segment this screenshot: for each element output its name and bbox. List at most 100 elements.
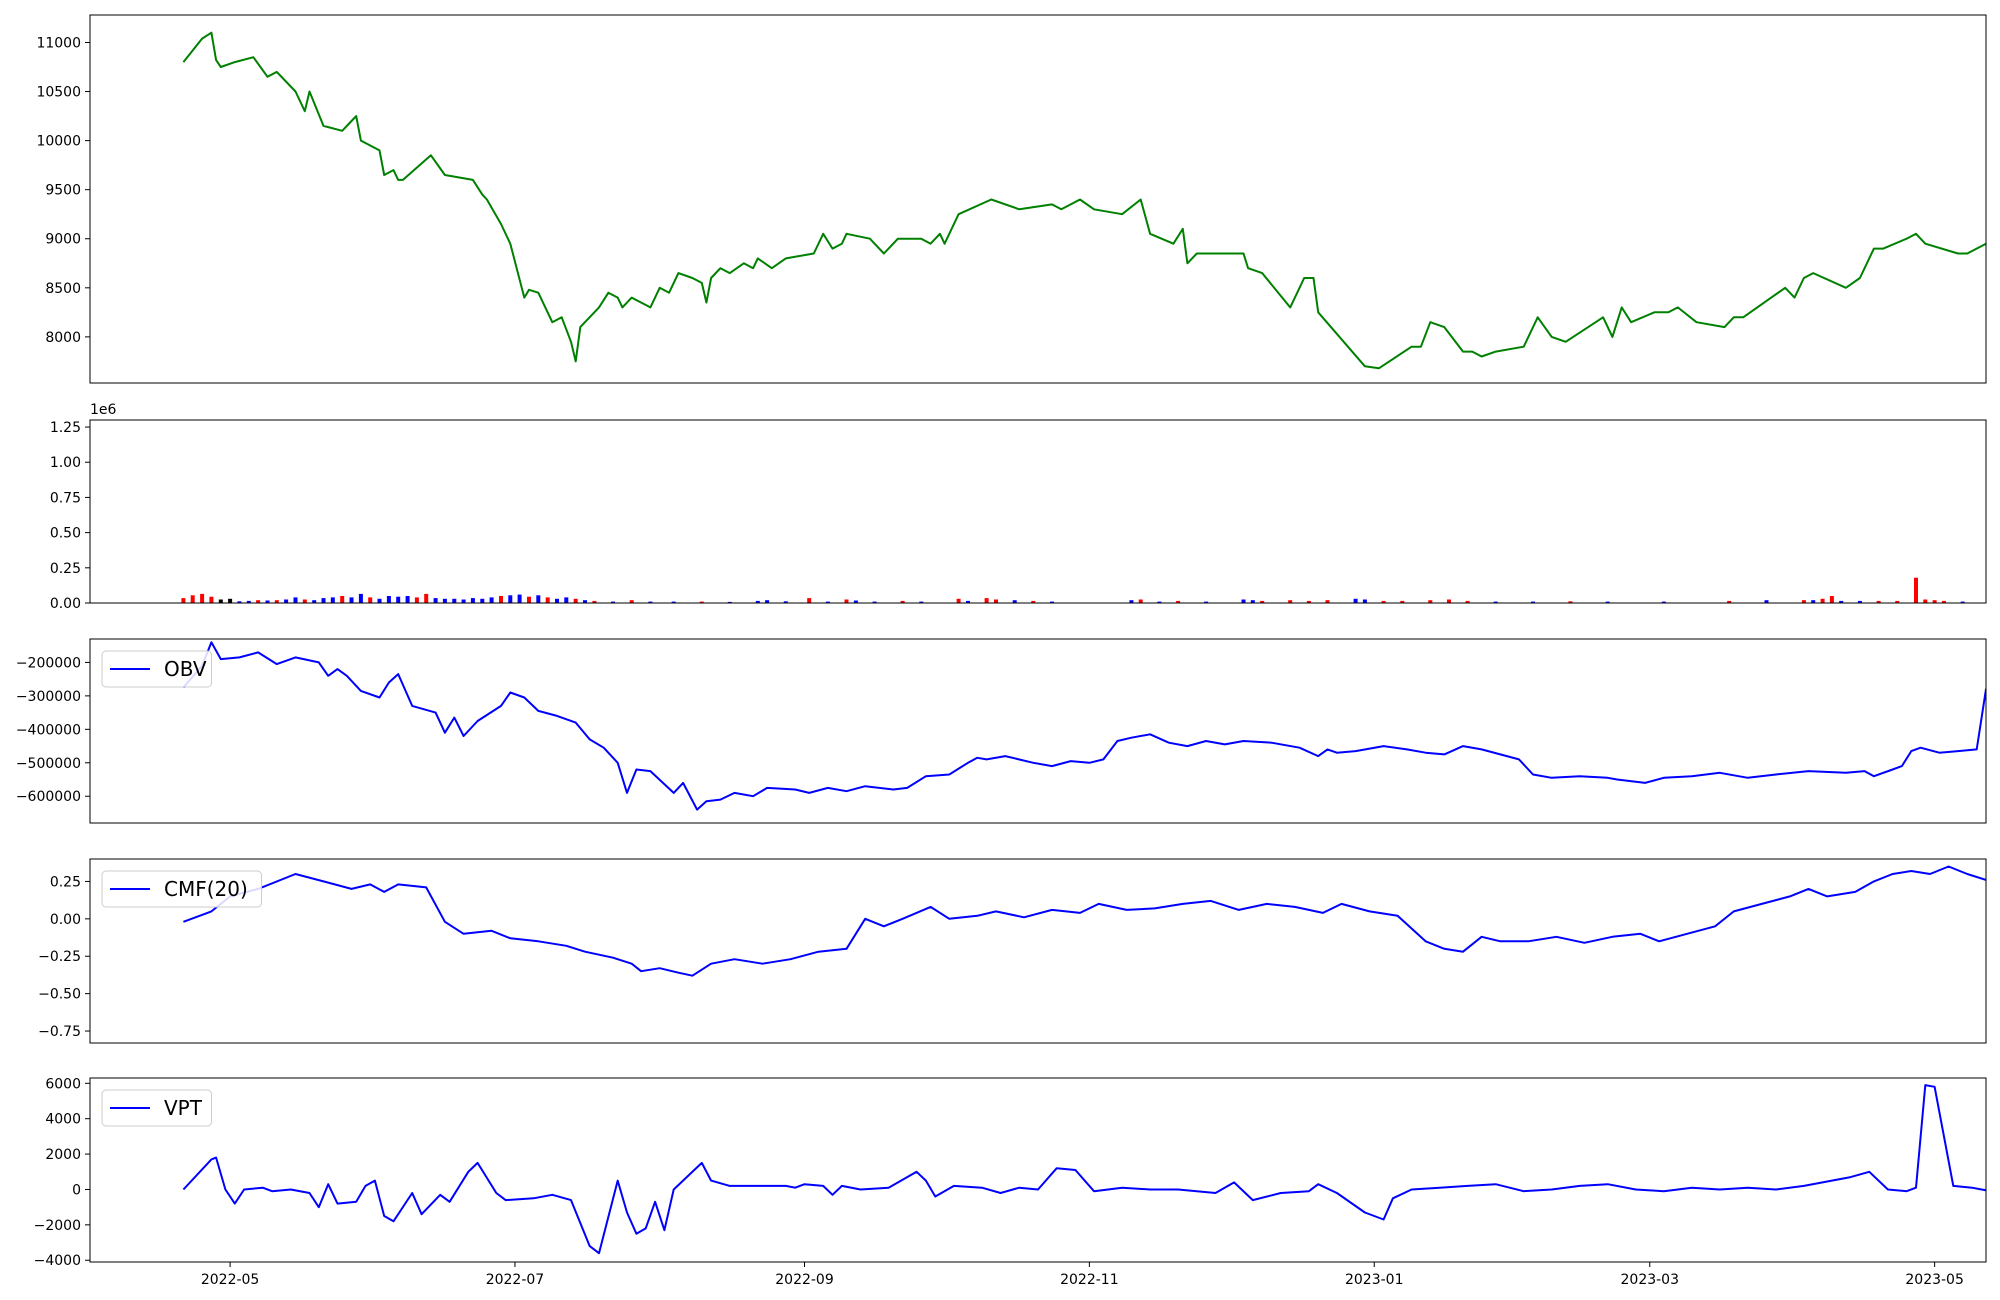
cmf-legend-box (101, 870, 262, 908)
volume-bar (1447, 599, 1451, 603)
obv-legend-label: OBV (164, 657, 207, 681)
volume-bar (984, 598, 989, 603)
volume-bar (228, 598, 233, 603)
obv-y-tick-label: −300000 (16, 689, 81, 705)
volume-bar (442, 598, 447, 603)
volume-bar (312, 600, 317, 603)
volume-bar (1325, 600, 1330, 603)
volume-bar (1895, 600, 1900, 603)
vpt-legend: VPT (101, 1089, 212, 1127)
volume-bar (994, 599, 998, 603)
volume-bar (499, 596, 503, 603)
volume-bar (284, 599, 289, 603)
vpt-y-tick-label: 6000 (45, 1076, 81, 1092)
volume-axes-frame (89, 419, 1987, 604)
volume-bar (209, 596, 214, 603)
volume-bar (470, 598, 475, 603)
volume-bar (1493, 601, 1498, 603)
volume-bar (1811, 600, 1816, 603)
volume-bar (564, 597, 569, 603)
volume-bar (919, 601, 924, 603)
volume-bar (536, 595, 541, 603)
volume-bar (405, 596, 410, 603)
panel-price: 8000 8500 9000 9500 10000 10500 11000 (36, 14, 1987, 384)
vpt-y-tick-label: 0 (72, 1182, 81, 1198)
price-series (182, 31, 1986, 370)
volume-bar (461, 599, 466, 603)
volume-bar (1138, 599, 1143, 603)
volume-bar (1260, 600, 1265, 603)
volume-bar (358, 593, 363, 603)
obv-line (182, 641, 1986, 811)
volume-bar (424, 593, 429, 603)
volume-bar (489, 597, 494, 603)
vpt-legend-box (101, 1089, 212, 1127)
volume-bar (527, 596, 531, 603)
volume-bar (1801, 600, 1806, 603)
price-axes-frame (89, 14, 1987, 384)
volume-offset-label: 1e6 (90, 402, 117, 418)
volume-bar (1129, 600, 1134, 603)
volume-bar (293, 597, 298, 603)
vpt-y-tick-label: 2000 (45, 1147, 81, 1163)
x-tick-label: 2022-05 (201, 1272, 260, 1288)
volume-bar (1876, 600, 1881, 603)
volume-bar (592, 600, 597, 603)
volume-y-tick-label: 1.00 (50, 455, 81, 471)
price-y-tick-label: 8500 (45, 281, 81, 297)
volume-bar (1204, 601, 1209, 603)
volume-bar (508, 595, 513, 603)
volume-bar (1012, 600, 1017, 603)
volume-bar (783, 601, 788, 603)
cmf-line (183, 865, 1986, 977)
volume-bar (807, 598, 812, 603)
cmf-series (183, 865, 1986, 977)
volume-bar (265, 600, 270, 603)
volume-bar (368, 597, 373, 603)
volume-bar (1829, 596, 1834, 603)
volume-bar (1288, 600, 1293, 603)
volume-bar (671, 601, 676, 603)
volume-bar (1428, 600, 1433, 603)
panel-volume: 0.00 0.25 0.50 0.75 1.00 1.25 1e6 (50, 402, 1987, 612)
volume-bar (1914, 577, 1918, 603)
volume-bar (1250, 600, 1255, 603)
volume-bar (825, 601, 830, 603)
obv-y-tick-label: −400000 (16, 722, 81, 738)
volume-bar (1531, 601, 1535, 603)
volume-bar (900, 600, 905, 603)
volume-bar (1820, 598, 1825, 603)
volume-y-tick-label: 0.75 (50, 490, 81, 506)
cmf-y-tick-label: −0.50 (38, 987, 81, 1003)
volume-y-tick-label: 0.00 (50, 596, 81, 612)
panels: 80008500900095001000010500110000.000.250… (16, 14, 1987, 1269)
x-tick-label: 2023-05 (1905, 1272, 1964, 1288)
volume-bar (414, 597, 419, 603)
volume-bar (1176, 600, 1181, 603)
shared-x-axis: 2022-05 2022-07 2022-09 2022-11 2023-01 2023-… (201, 1262, 1964, 1288)
volume-bar (573, 598, 578, 603)
panel-vpt: −4000 −2000 0 2000 4000 6000 VPT (34, 1076, 1987, 1269)
cmf-legend-label: CMF(20) (164, 877, 248, 901)
vpt-axes-frame (89, 1077, 1987, 1263)
x-tick-label: 2022-09 (775, 1272, 834, 1288)
volume-bar (1306, 600, 1311, 603)
price-y-tick-label: 8000 (45, 330, 81, 346)
volume-bar (1050, 601, 1054, 603)
volume-bar (966, 600, 970, 603)
price-y-tick-label: 10000 (36, 134, 81, 150)
panel-cmf: −0.75 −0.50 −0.25 0.00 0.25 CMF(20) (38, 858, 1987, 1044)
volume-bar (583, 600, 587, 603)
volume-bar (1465, 600, 1470, 603)
volume-bar (302, 599, 307, 603)
obv-series (182, 641, 1986, 811)
volume-bar (853, 600, 858, 603)
price-y-tick-label: 9000 (45, 232, 81, 248)
volume-bar (1942, 600, 1946, 603)
x-tick-label: 2023-01 (1345, 1272, 1404, 1288)
cmf-y-tick-label: 0.00 (50, 912, 81, 928)
obv-legend: OBV (101, 650, 212, 688)
volume-series (181, 577, 1965, 603)
panel-obv: −600000 −500000 −400000 −300000 −200000 OBV (16, 638, 1987, 824)
volume-bar (872, 601, 877, 603)
